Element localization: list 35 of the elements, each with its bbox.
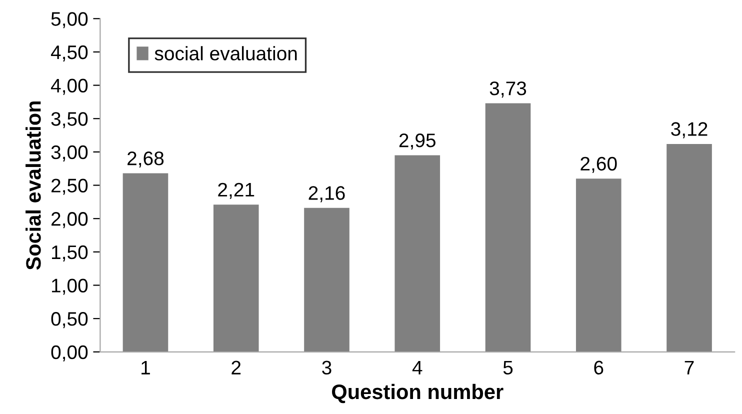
y-tick-label: 2,50	[52, 178, 88, 195]
bar	[485, 103, 531, 352]
data-label: 2,60	[580, 156, 617, 173]
bar	[122, 173, 168, 352]
y-tick-label: 0,00	[51, 345, 88, 362]
x-axis-title: Question number	[332, 384, 504, 404]
y-tick-label: 2,00	[52, 212, 88, 228]
y-tick-label: 0,50	[51, 312, 88, 328]
data-label: 3,73	[490, 82, 526, 98]
x-tick-label: 6	[594, 360, 604, 375]
bar	[666, 144, 712, 352]
legend-label: social evaluation	[154, 46, 297, 60]
y-tick-label: 3,50	[51, 112, 88, 128]
y-tick-label: 4,00	[50, 78, 88, 95]
x-tick-label: 3	[322, 360, 332, 375]
y-tick-label: 4,50	[50, 45, 88, 62]
y-tick-label: 5,00	[51, 12, 88, 28]
data-label: 2,68	[128, 151, 164, 168]
y-tick-label: 1,50	[52, 245, 88, 262]
x-tick-label: 4	[412, 360, 422, 374]
x-tick-label: 1	[142, 360, 150, 374]
data-label: 2,16	[308, 186, 345, 202]
x-tick-label: 5	[503, 360, 513, 375]
x-tick-label: 7	[684, 360, 694, 374]
bar	[304, 208, 350, 352]
data-label: 3,12	[671, 122, 708, 138]
x-tick-label: 2	[232, 360, 241, 374]
y-tick-label: 3,00	[51, 145, 88, 162]
y-axis-title: Social evaluation	[26, 101, 41, 270]
bar	[576, 178, 622, 352]
bar	[213, 204, 259, 352]
data-label: 2,21	[218, 182, 254, 199]
bar	[394, 155, 440, 352]
data-label: 2,95	[399, 133, 436, 150]
y-tick-label: 1,00	[52, 278, 88, 295]
